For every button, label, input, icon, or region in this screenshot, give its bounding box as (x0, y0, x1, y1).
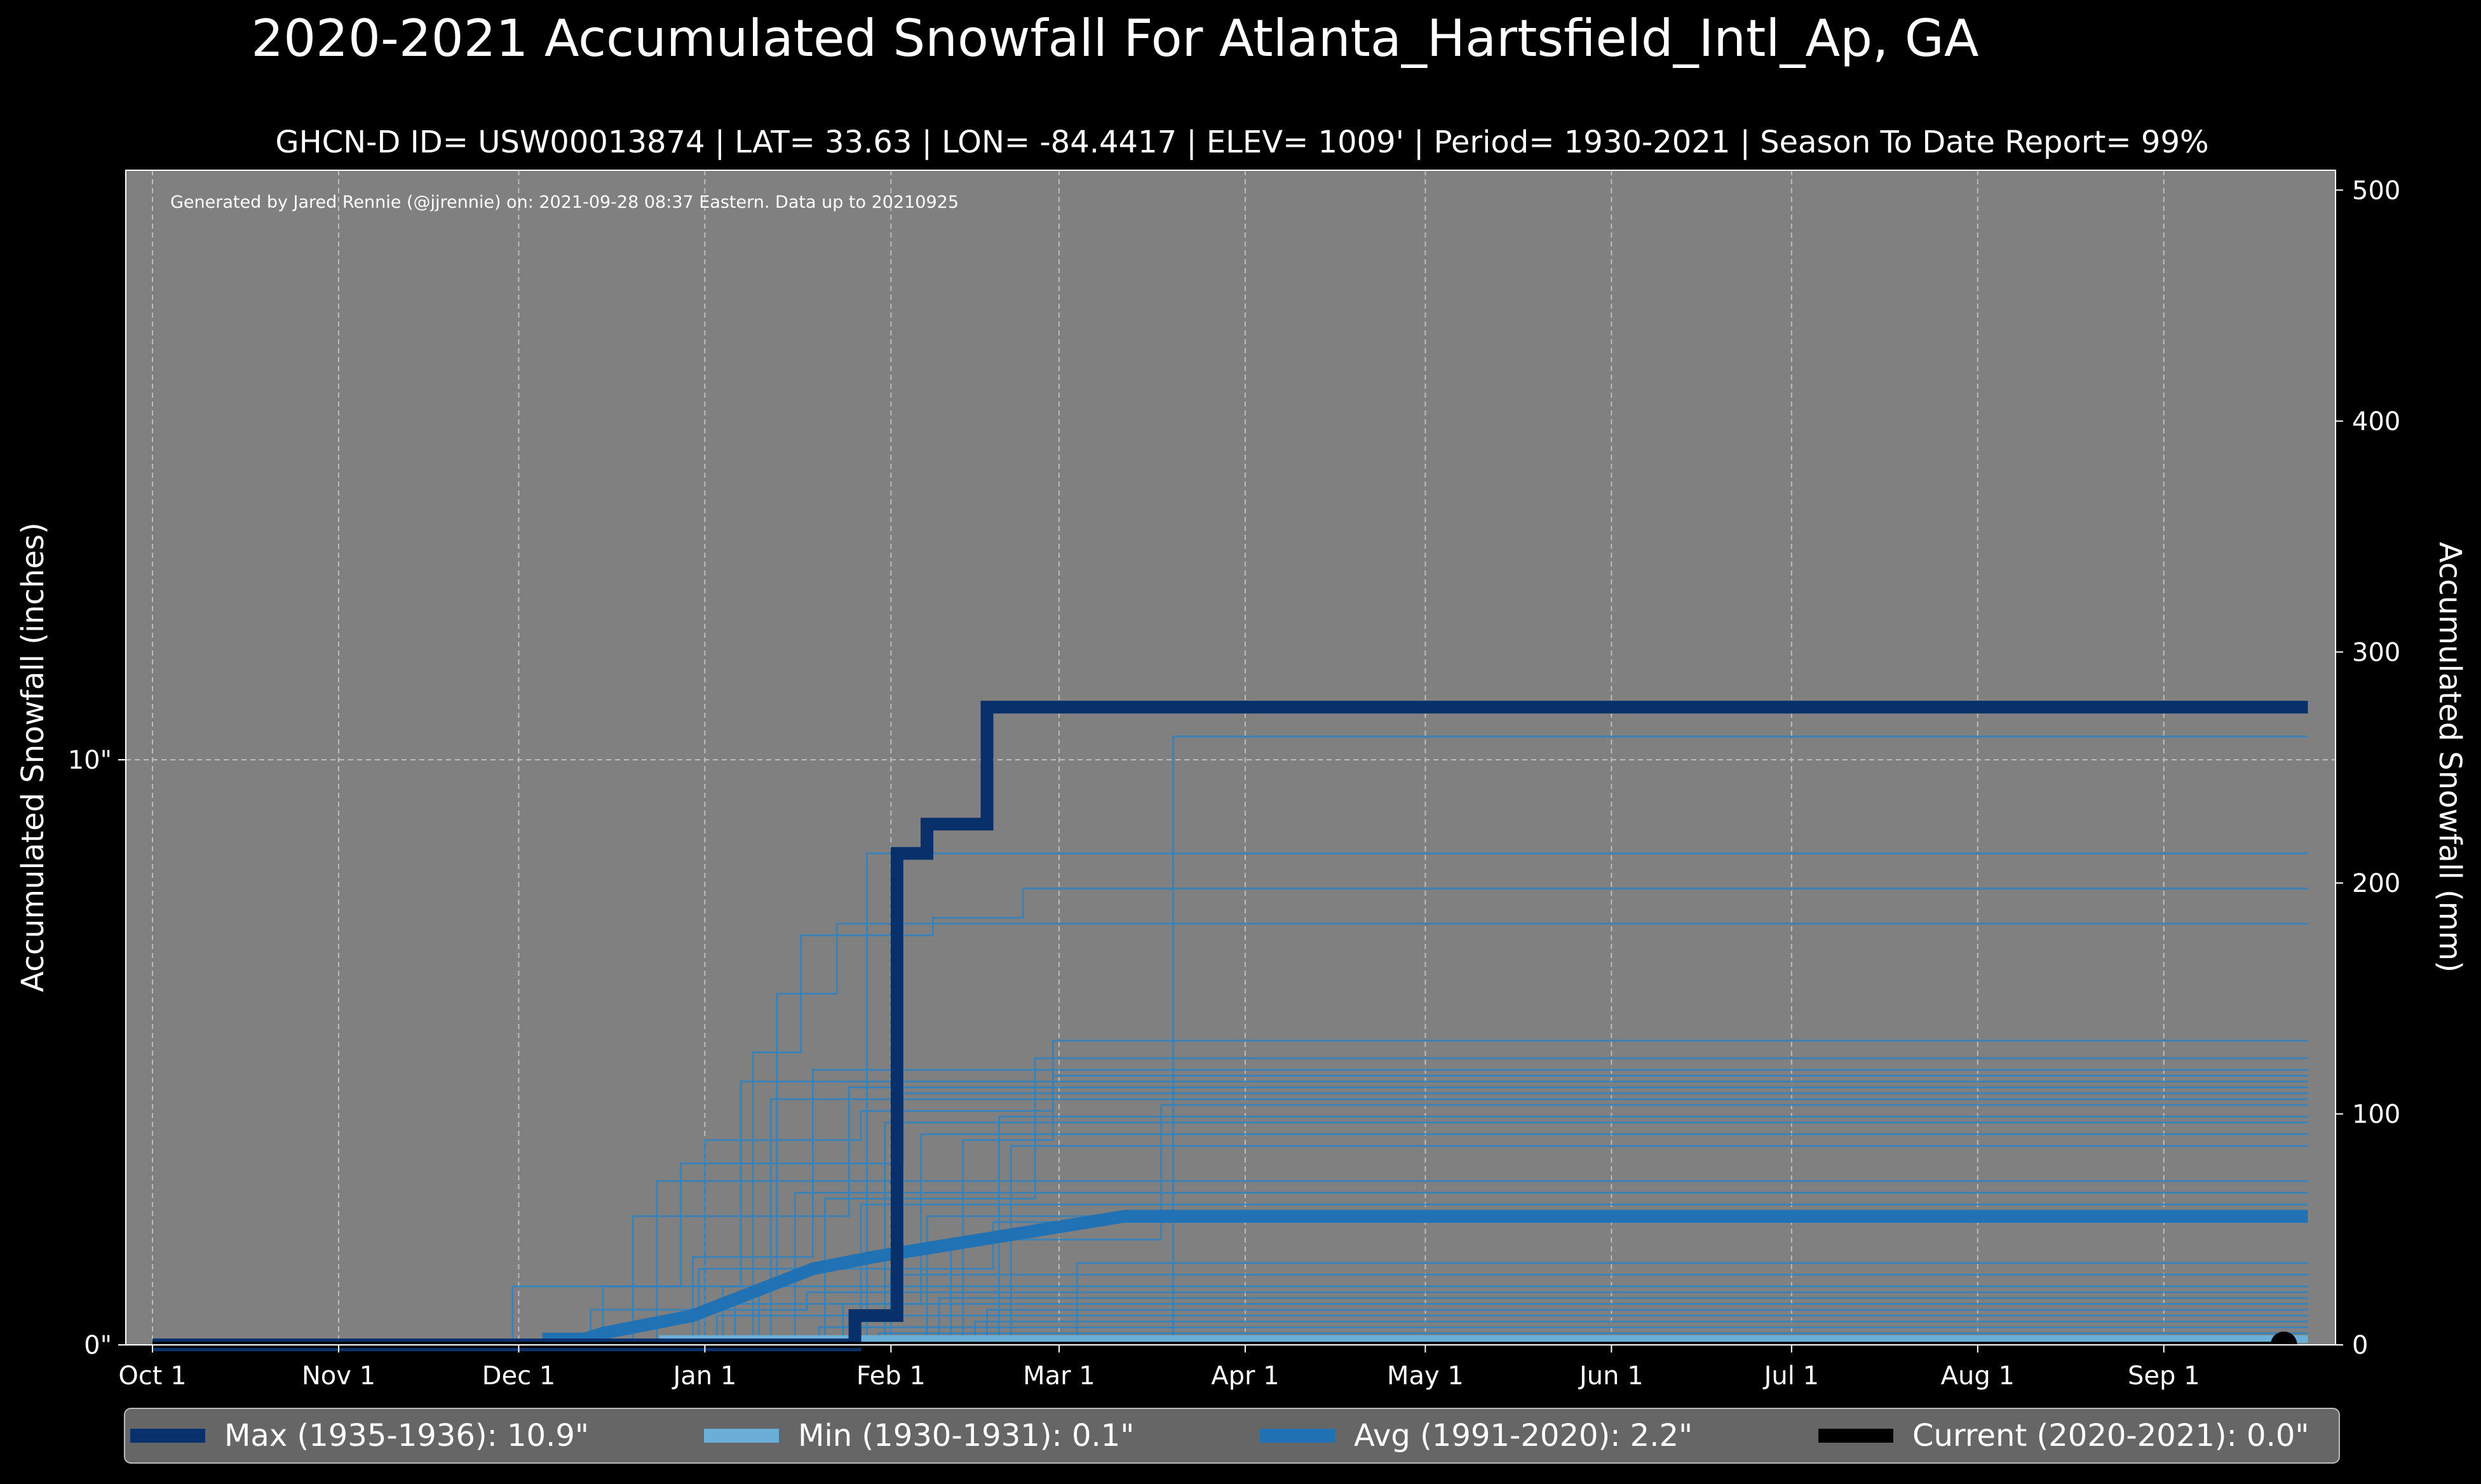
x-tick-label: Jan 1 (671, 1361, 736, 1391)
y-tick-label-right: 500 (2352, 176, 2400, 205)
x-tick-label: Feb 1 (856, 1361, 926, 1391)
legend: Max (1935-1936): 10.9" Min (1930-1931): 0… (124, 1408, 2340, 1464)
plot-area (126, 170, 2336, 1345)
x-tick-label: Mar 1 (1023, 1361, 1095, 1391)
x-tick-label: May 1 (1387, 1361, 1464, 1391)
x-tick-label: Oct 1 (118, 1361, 186, 1391)
chart-subtitle: GHCN-D ID= USW00013874 | LAT= 33.63 | LO… (275, 125, 2209, 160)
y-axis-label-right: Accumulated Snowfall (mm) (2432, 542, 2468, 973)
y-tick-label-right: 200 (2352, 869, 2400, 898)
legend-label-avg: Avg (1991-2020): 2.2" (1354, 1418, 1693, 1454)
y-axis-label-left: Accumulated Snowfall (inches) (15, 522, 51, 992)
y-tick-label-right: 400 (2352, 407, 2400, 436)
x-tick-label: Dec 1 (482, 1361, 556, 1391)
y-tick-label-right: 0 (2352, 1331, 2368, 1360)
x-tick-label: Jul 1 (1762, 1361, 1819, 1391)
axes: Oct 1 Nov 1 Dec 1 Jan 1 Feb 1 Mar 1 Apr 1 May 1… (68, 176, 2401, 1391)
x-tick-label: Nov 1 (302, 1361, 375, 1391)
y-tick-label-right: 300 (2352, 638, 2400, 667)
series-line-avg (152, 1210, 2308, 1351)
x-tick-label: Apr 1 (1211, 1361, 1279, 1391)
legend-label-min: Min (1930-1931): 0.1" (798, 1418, 1134, 1454)
x-tick-label: Jun 1 (1578, 1361, 1644, 1391)
legend-label-current: Current (2020-2021): 0.0" (1912, 1418, 2309, 1454)
x-tick-label: Aug 1 (1941, 1361, 2015, 1391)
chart-title: 2020-2021 Accumulated Snowfall For Atlan… (251, 9, 1979, 68)
plot-frame (125, 170, 2336, 1346)
credit-note: Generated by Jared Rennie (@jjrennie) on… (170, 192, 959, 212)
history-season-line (152, 887, 2308, 1346)
y-tick-label-right: 100 (2352, 1100, 2400, 1129)
y-tick-label-left: 0" (84, 1331, 112, 1360)
legend-label-max: Max (1935-1936): 10.9" (224, 1418, 589, 1454)
grid (126, 170, 2336, 1345)
x-tick-label: Sep 1 (2128, 1361, 2200, 1391)
legend-box (124, 1408, 2340, 1464)
y-tick-label-left: 10" (68, 746, 112, 775)
series-line-max (152, 701, 2308, 1351)
